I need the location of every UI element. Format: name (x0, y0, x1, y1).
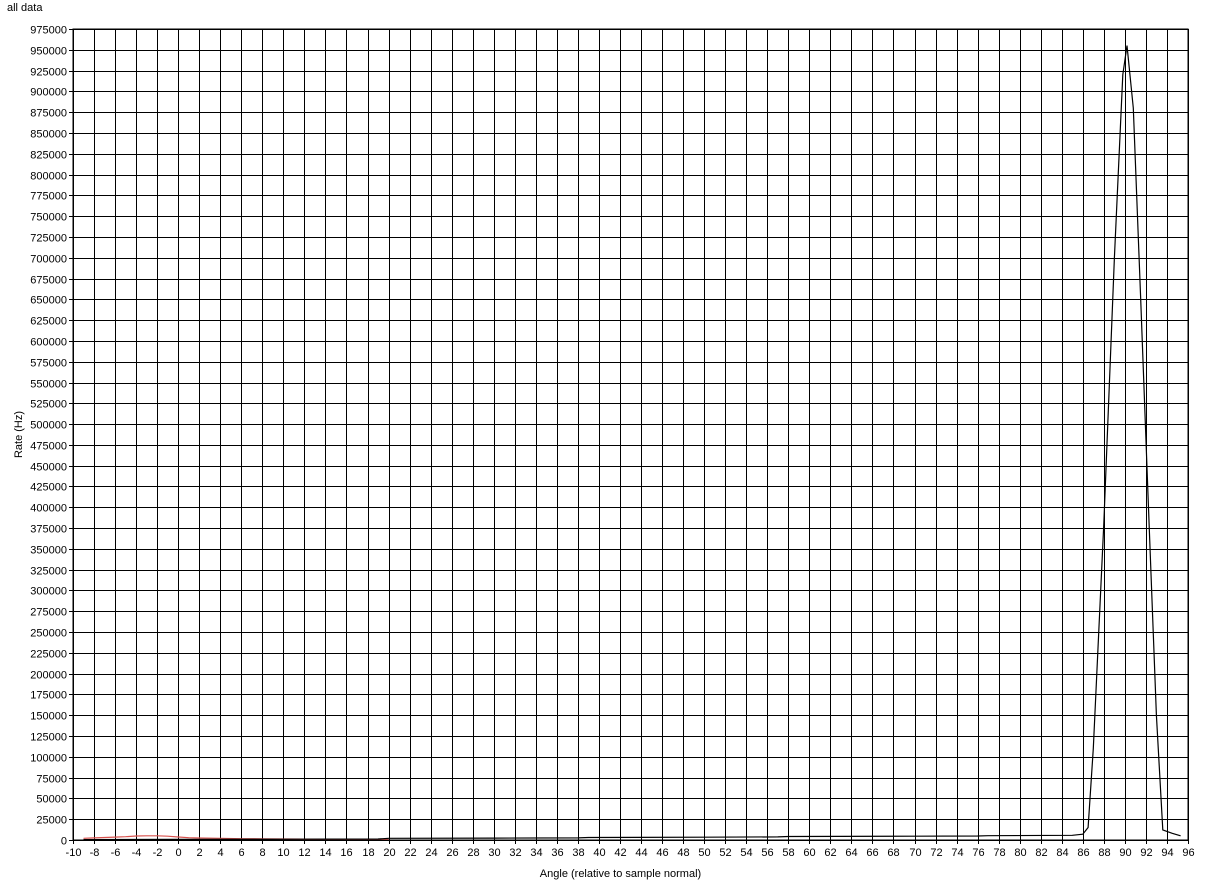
x-tick-label: 34 (530, 847, 542, 859)
x-tick-label: 52 (719, 847, 731, 859)
x-tick-label: 56 (761, 847, 773, 859)
x-tick-label: 68 (887, 847, 899, 859)
y-tick-label: 125000 (30, 732, 67, 744)
y-tick-label: 250000 (30, 628, 67, 640)
y-tick-label: 525000 (30, 399, 67, 411)
y-tick-label: 625000 (30, 316, 67, 328)
x-tick-label: 94 (1161, 847, 1173, 859)
y-tick-label: 0 (61, 836, 67, 848)
x-tick-label: 62 (824, 847, 836, 859)
x-tick-label: 8 (259, 847, 265, 859)
y-tick-label: 600000 (30, 337, 67, 349)
y-axis-label: Rate (Hz) (13, 411, 25, 458)
x-tick-label: -4 (132, 847, 142, 859)
x-tick-label: 36 (551, 847, 563, 859)
x-tick-label: 84 (1056, 847, 1068, 859)
y-tick-label: 950000 (30, 46, 67, 58)
y-tick-label: 825000 (30, 150, 67, 162)
y-tick-label: 175000 (30, 690, 67, 702)
x-tick-label: 38 (572, 847, 584, 859)
x-tick-label: 90 (1119, 847, 1131, 859)
y-tick-label: 100000 (30, 753, 67, 765)
y-tick-label: 150000 (30, 711, 67, 723)
x-tick-label: 24 (425, 847, 437, 859)
x-tick-label: 58 (782, 847, 794, 859)
y-tick-label: 275000 (30, 607, 67, 619)
y-tick-label: 975000 (30, 25, 67, 37)
x-tick-label: 12 (298, 847, 310, 859)
x-tick-label: 78 (993, 847, 1005, 859)
x-tick-label: 88 (1098, 847, 1110, 859)
y-tick-label: 475000 (30, 441, 67, 453)
x-tick-label: 46 (656, 847, 668, 859)
x-tick-label: 72 (930, 847, 942, 859)
y-tick-label: 700000 (30, 254, 67, 266)
x-tick-label: -10 (66, 847, 82, 859)
x-axis-label: Angle (relative to sample normal) (540, 868, 701, 880)
x-tick-label: -2 (153, 847, 163, 859)
x-tick-label: 82 (1035, 847, 1047, 859)
y-tick-label: 75000 (36, 774, 67, 786)
x-tick-label: 30 (488, 847, 500, 859)
y-tick-label: 300000 (30, 586, 67, 598)
y-tick-label: 450000 (30, 462, 67, 474)
x-tick-label: 2 (196, 847, 202, 859)
x-tick-label: 92 (1140, 847, 1152, 859)
y-tick-label: 500000 (30, 420, 67, 432)
x-tick-label: 4 (217, 847, 223, 859)
x-tick-label: 28 (467, 847, 479, 859)
x-tick-label: 18 (362, 847, 374, 859)
y-tick-label: 800000 (30, 171, 67, 183)
x-tick-label: 40 (593, 847, 605, 859)
x-tick-label: 74 (951, 847, 963, 859)
x-tick-label: 14 (319, 847, 331, 859)
x-tick-label: 70 (909, 847, 921, 859)
y-tick-label: 675000 (30, 275, 67, 287)
y-tick-label: 575000 (30, 358, 67, 370)
y-tick-label: 550000 (30, 379, 67, 391)
y-tick-label: 750000 (30, 212, 67, 224)
y-tick-label: 325000 (30, 566, 67, 578)
x-tick-label: 16 (340, 847, 352, 859)
y-tick-label: 725000 (30, 233, 67, 245)
y-tick-label: 375000 (30, 524, 67, 536)
series-line-2 (83, 45, 1181, 841)
x-tick-label: 48 (677, 847, 689, 859)
x-tick-label: 44 (635, 847, 647, 859)
x-tick-label: 32 (509, 847, 521, 859)
x-tick-label: 60 (803, 847, 815, 859)
y-tick-label: 900000 (30, 87, 67, 99)
y-tick-label: 850000 (30, 129, 67, 141)
x-tick-label: 64 (845, 847, 857, 859)
x-tick-label: 20 (383, 847, 395, 859)
x-tick-label: 66 (866, 847, 878, 859)
y-tick-label: 650000 (30, 295, 67, 307)
x-tick-label: -6 (111, 847, 121, 859)
x-tick-label: 50 (698, 847, 710, 859)
x-tick-label: 26 (446, 847, 458, 859)
y-tick-label: 200000 (30, 670, 67, 682)
y-tick-label: 25000 (36, 815, 67, 827)
chart-title: all data (7, 2, 43, 14)
x-tick-label: 10 (277, 847, 289, 859)
x-tick-label: 76 (972, 847, 984, 859)
x-tick-label: 86 (1077, 847, 1089, 859)
y-tick-label: 775000 (30, 191, 67, 203)
y-tick-label: 350000 (30, 545, 67, 557)
x-tick-label: 96 (1182, 847, 1194, 859)
y-tick-label: 225000 (30, 649, 67, 661)
y-tick-label: 50000 (36, 794, 67, 806)
x-tick-label: 22 (404, 847, 416, 859)
x-tick-label: 80 (1014, 847, 1026, 859)
x-tick-label: -8 (90, 847, 100, 859)
x-tick-label: 42 (614, 847, 626, 859)
x-tick-label: 54 (740, 847, 752, 859)
x-tick-label: 0 (175, 847, 181, 859)
x-tick-label: 6 (238, 847, 244, 859)
y-tick-label: 425000 (30, 482, 67, 494)
y-tick-label: 875000 (30, 108, 67, 120)
y-tick-label: 925000 (30, 67, 67, 79)
y-tick-label: 400000 (30, 503, 67, 515)
